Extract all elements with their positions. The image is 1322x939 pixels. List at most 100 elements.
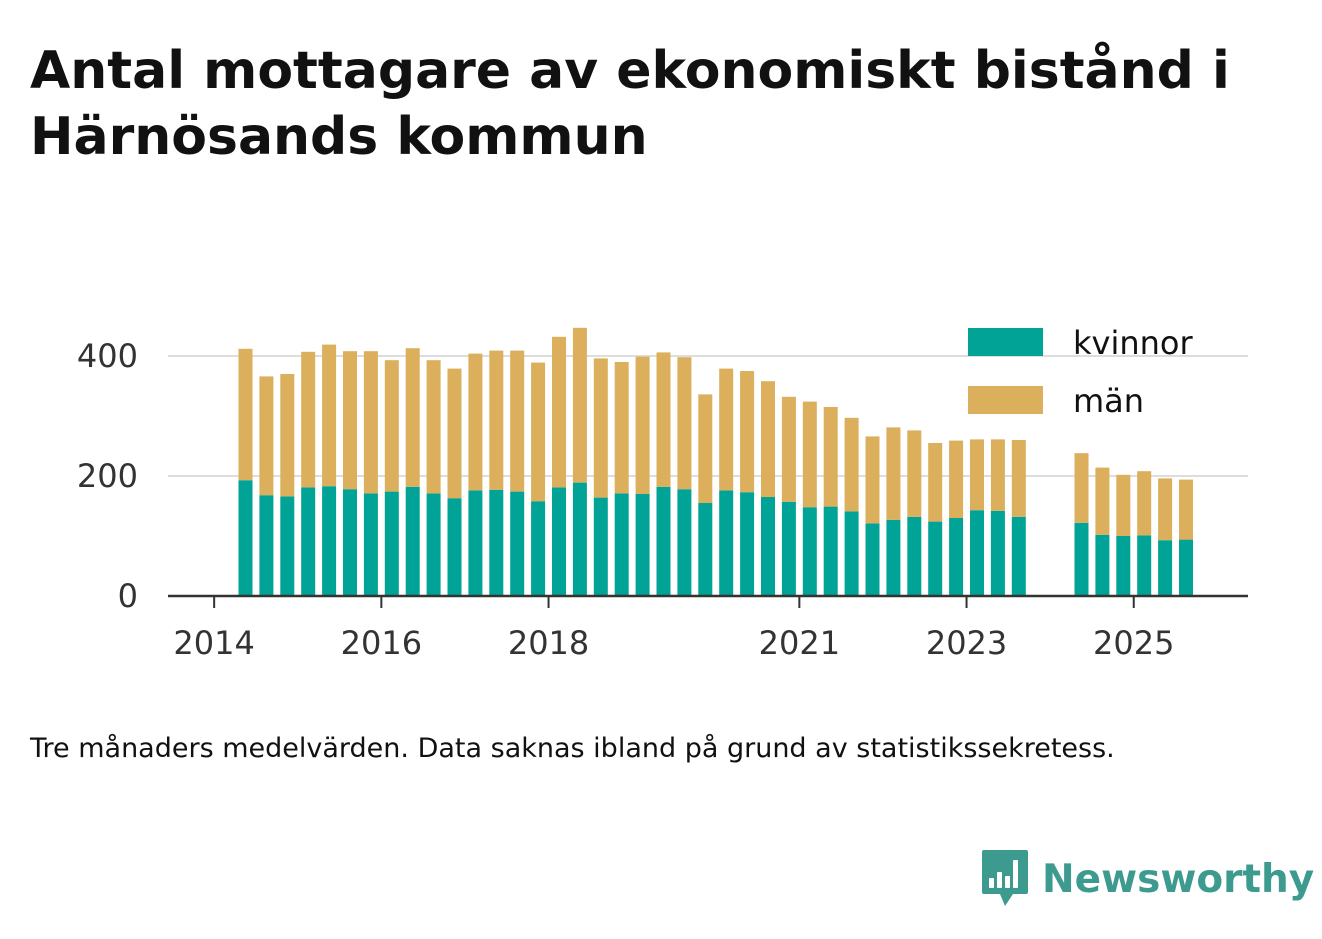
bar-man bbox=[1011, 440, 1026, 517]
bar-man bbox=[719, 368, 734, 491]
bar-kvinnor bbox=[322, 486, 337, 596]
bar-kvinnor bbox=[343, 489, 357, 596]
bar-man bbox=[510, 350, 525, 492]
bar-man bbox=[886, 427, 901, 520]
bar-kvinnor bbox=[1179, 539, 1193, 596]
bar-man bbox=[238, 348, 253, 481]
brand-logo: Newsworthy bbox=[980, 848, 1314, 910]
bar-man bbox=[865, 436, 880, 524]
chart-title: Antal mottagare av ekonomiskt bistånd i … bbox=[30, 41, 1230, 167]
bar-man bbox=[1074, 453, 1089, 523]
x-tick-label: 2021 bbox=[759, 624, 840, 662]
bar-man bbox=[907, 430, 922, 517]
bar-man bbox=[635, 356, 650, 494]
bar-man bbox=[301, 351, 316, 488]
bar-kvinnor bbox=[614, 493, 629, 596]
bar-man bbox=[384, 360, 399, 492]
bar-man bbox=[280, 374, 295, 497]
bar-man bbox=[1158, 478, 1173, 541]
brand-name: Newsworthy bbox=[1042, 856, 1315, 902]
bar-man bbox=[949, 440, 964, 518]
bar-kvinnor bbox=[698, 503, 713, 596]
bar-kvinnor bbox=[280, 496, 295, 596]
bar-kvinnor bbox=[990, 510, 1005, 596]
x-tick-label: 2018 bbox=[508, 624, 589, 662]
bar-kvinnor bbox=[823, 506, 838, 596]
x-tick-label: 2023 bbox=[926, 624, 1007, 662]
bar-man bbox=[531, 362, 546, 502]
bar-kvinnor bbox=[740, 492, 755, 596]
bar-man bbox=[405, 348, 420, 487]
bar-kvinnor bbox=[865, 523, 880, 596]
bar-kvinnor bbox=[531, 501, 546, 596]
bar-kvinnor bbox=[1116, 536, 1131, 596]
x-tick-label: 2025 bbox=[1093, 624, 1174, 662]
y-tick-label: 0 bbox=[118, 577, 138, 615]
bar-kvinnor bbox=[781, 501, 796, 596]
bar-man bbox=[593, 358, 608, 498]
bar-kvinnor bbox=[426, 493, 441, 596]
stacked-bar-chart: 0 200 400 2014 2016 2018 2021 2023 2025 kvinnor mä… bbox=[77, 324, 1248, 662]
y-tick-label: 200 bbox=[77, 457, 138, 495]
bar-man bbox=[552, 336, 566, 488]
bar-man bbox=[823, 407, 838, 507]
legend-swatch-man bbox=[968, 386, 1043, 414]
bar-man bbox=[259, 376, 274, 496]
bar-man bbox=[656, 352, 671, 487]
bar-kvinnor bbox=[405, 486, 420, 596]
bar-kvinnor bbox=[1137, 535, 1152, 596]
bar-kvinnor bbox=[970, 510, 984, 596]
bar-kvinnor bbox=[1158, 540, 1173, 596]
bar-man bbox=[970, 439, 984, 511]
bar-kvinnor bbox=[489, 489, 504, 596]
bar-kvinnor bbox=[259, 495, 274, 596]
x-tick-label: 2014 bbox=[173, 624, 254, 662]
bar-kvinnor bbox=[635, 494, 650, 596]
bar-kvinnor bbox=[510, 491, 525, 596]
bar-kvinnor bbox=[719, 490, 734, 596]
bar-man bbox=[1116, 474, 1131, 536]
bar-man bbox=[447, 368, 462, 499]
bar-man bbox=[802, 401, 817, 508]
legend-swatch-kvinnor bbox=[968, 328, 1043, 356]
bar-man bbox=[468, 353, 483, 491]
bar-man bbox=[1137, 471, 1152, 536]
bar-kvinnor bbox=[949, 518, 964, 596]
bar-man bbox=[343, 351, 357, 490]
bar-man bbox=[489, 350, 504, 490]
bar-kvinnor bbox=[802, 507, 817, 596]
bar-kvinnor bbox=[1011, 516, 1026, 596]
bar-kvinnor bbox=[572, 482, 587, 596]
y-tick-label: 400 bbox=[77, 337, 138, 375]
chart-footnote: Tre månaders medelvärden. Data saknas ib… bbox=[30, 733, 1115, 764]
bar-kvinnor bbox=[363, 493, 378, 596]
bar-kvinnor bbox=[593, 497, 608, 596]
bar-kvinnor bbox=[761, 497, 775, 596]
bar-man bbox=[698, 394, 713, 503]
bar-kvinnor bbox=[677, 489, 692, 596]
bar-kvinnor bbox=[468, 490, 483, 596]
legend-label-man: män bbox=[1073, 382, 1144, 420]
bar-man bbox=[426, 360, 441, 494]
bar-man bbox=[572, 327, 587, 483]
bar-kvinnor bbox=[928, 521, 943, 596]
legend-label-kvinnor: kvinnor bbox=[1073, 324, 1194, 362]
bar-chart-speech-bubble-icon bbox=[982, 850, 1028, 906]
bar-man bbox=[781, 396, 796, 502]
bar-kvinnor bbox=[907, 516, 922, 596]
bar-kvinnor bbox=[1074, 522, 1089, 596]
bar-man bbox=[363, 351, 378, 494]
bar-man bbox=[740, 371, 755, 493]
bar-man bbox=[990, 439, 1005, 511]
bar-kvinnor bbox=[552, 487, 566, 596]
bar-man bbox=[614, 362, 629, 494]
bar-kvinnor bbox=[1095, 534, 1110, 596]
bar-man bbox=[761, 381, 775, 497]
bar-kvinnor bbox=[844, 511, 859, 596]
bar-man bbox=[322, 344, 337, 487]
bar-kvinnor bbox=[886, 519, 901, 596]
bar-man bbox=[928, 443, 943, 522]
bar-man bbox=[1095, 467, 1110, 535]
bar-man bbox=[1179, 479, 1193, 540]
bar-man bbox=[677, 357, 692, 490]
